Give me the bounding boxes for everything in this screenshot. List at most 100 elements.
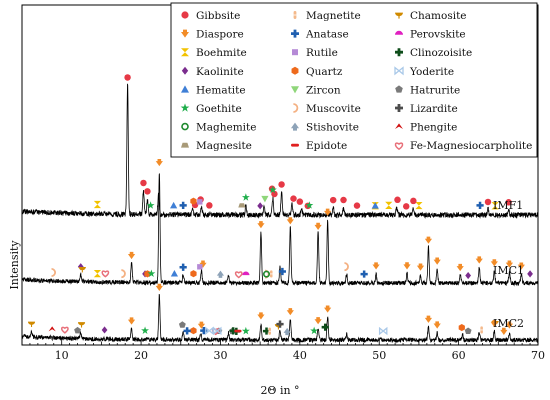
series-labels: IMF1 IMC1 IMC2 (493, 199, 524, 330)
hourglass-icon (181, 48, 189, 57)
legend-item-magnetite: Magnetite (293, 10, 361, 22)
legend-label: Zircon (306, 84, 341, 96)
marker-imc1-fe-magnesiocarpholite (234, 271, 243, 279)
legend-label: Chamosite (410, 10, 467, 22)
marker-imc1-fe-magnesiocarpholite (101, 270, 110, 278)
marker-imf1-goethite (268, 185, 277, 194)
y-axis-label: Intensity (8, 240, 21, 290)
legend-label: Stishovite (306, 122, 359, 134)
legend-label: Anatase (305, 29, 349, 41)
marker-imc1-kaolinite (527, 270, 533, 278)
marker-imc2-kaolinite (101, 326, 108, 334)
series-label-imf1: IMF1 (493, 199, 523, 212)
marker-imf1-kaolinite (257, 202, 264, 210)
marker-imf1-gibbsite (144, 188, 151, 195)
marker-imc1-hematite (170, 270, 179, 277)
marker-imf1-zircon (261, 195, 269, 203)
marker-imc2-diaspore (314, 317, 322, 325)
legend-item-kaolinite: Kaolinite (181, 66, 244, 78)
marker-imc2-diaspore (505, 321, 514, 329)
legend-label: Perovskite (410, 29, 466, 41)
marker-imf1-quartz (190, 197, 197, 205)
hexagon-icon (291, 66, 299, 75)
legend-item-muscovite: Muscovite (293, 103, 361, 115)
marker-imc1-diaspore (505, 260, 514, 268)
x-axis-label: 2Θ in ° (260, 384, 299, 397)
hat-icon (395, 123, 403, 129)
marker-imc2-lizardite (276, 320, 284, 328)
cup-icon (395, 12, 403, 19)
marker-imc2-yoderite (213, 326, 222, 336)
marker-imc1-stishovite (216, 270, 225, 278)
marker-imf1-goethite (241, 193, 250, 201)
legend-label: Magnetite (306, 10, 361, 22)
marker-imc1-diaspore (490, 259, 498, 267)
legend-item-zircon: Zircon (291, 84, 341, 96)
marker-imc2-quartz (458, 323, 465, 332)
marker-imf1-anatase (476, 201, 484, 209)
series-label-imc1: IMC1 (493, 264, 524, 277)
marker-imc1-diaspore (456, 263, 464, 272)
marker-imc2-stishovite (283, 327, 291, 336)
marker-imf1-gibbsite (394, 196, 401, 204)
marker-imc1-muscovite (121, 269, 126, 279)
marker-imc2-chamosite (77, 322, 86, 328)
diamond-icon (181, 66, 189, 75)
trace-imc2 (21, 293, 538, 344)
marker-imc1-maghemite (263, 270, 271, 278)
marker-imc1-anatase (360, 270, 368, 278)
marker-imf1-gibbsite (278, 181, 285, 188)
legend-item-hematite: Hematite (181, 84, 246, 96)
legend-item-phengite: Phengite (395, 122, 457, 134)
marker-imf1-gibbsite (353, 202, 361, 209)
marker-imc2-diaspore (424, 315, 433, 323)
marker-imf1-anatase (179, 201, 187, 209)
x-tick-label: 40 (293, 349, 307, 362)
marker-imf1-magnesite (238, 203, 246, 208)
legend-item-chamosite: Chamosite (395, 10, 467, 22)
marker-imf1-gibbsite (329, 196, 337, 204)
legend-item-anatase: Anatase (291, 29, 349, 41)
marker-imc1-chamosite (78, 267, 86, 273)
heart-icon (394, 142, 404, 151)
marker-imc2-diaspore (127, 317, 136, 325)
marker-imc1-diaspore (257, 221, 265, 229)
trace-imf1 (21, 83, 539, 219)
marker-imc2-clinozoisite (321, 323, 329, 331)
marker-imc1-anatase (179, 263, 187, 271)
marker-imc1-diaspore (314, 222, 322, 230)
x-axis: 10 20 30 40 50 60 70 (21, 340, 545, 362)
series-label-imc2: IMC2 (493, 317, 524, 330)
legend-item-stishovite: Stishovite (291, 122, 359, 134)
marker-imc1-diaspore (433, 257, 441, 265)
dash-icon (291, 143, 299, 147)
legend-label: Muscovite (306, 103, 361, 115)
x-tick-label: 70 (531, 349, 545, 362)
marker-imc2-clinozoisite (262, 327, 271, 335)
legend-item-hatrurite: Hatrurite (395, 84, 460, 96)
legend-item-yoderite: Yoderite (394, 66, 454, 78)
legend: Gibbsite Diaspore Boehmite Kaolinite Hematit… (170, 2, 538, 158)
legend-label: Kaolinite (196, 66, 244, 78)
marker-imc2-anatase (200, 327, 208, 335)
marker-imf1-gibbsite (206, 202, 213, 209)
marker-imc2-chamosite (27, 321, 36, 328)
bead-icon (293, 11, 297, 19)
legend-box (170, 2, 538, 158)
marker-imc1-rutile (197, 264, 203, 270)
legend-item-diaspore: Diaspore (181, 29, 244, 41)
legend-label: Magnesite (196, 140, 252, 152)
marker-imf1-gibbsite (402, 203, 410, 210)
legend-item-boehmite: Boehmite (181, 47, 247, 59)
cross-icon (395, 104, 403, 112)
marker-imc2-epidote (234, 329, 242, 333)
legend-item-clinozoisite: Clinozoisite (395, 47, 472, 59)
marker-imc2-goethite (141, 326, 149, 334)
marker-imc2-diaspore (324, 305, 332, 313)
marker-imf1-gibbsite (505, 199, 512, 206)
x-tick-label: 10 (55, 349, 69, 362)
marker-imc2-diaspore (500, 327, 508, 335)
marker-imf1-goethite (305, 201, 314, 209)
x-tick-label: 50 (372, 349, 386, 362)
square-icon (292, 49, 298, 56)
